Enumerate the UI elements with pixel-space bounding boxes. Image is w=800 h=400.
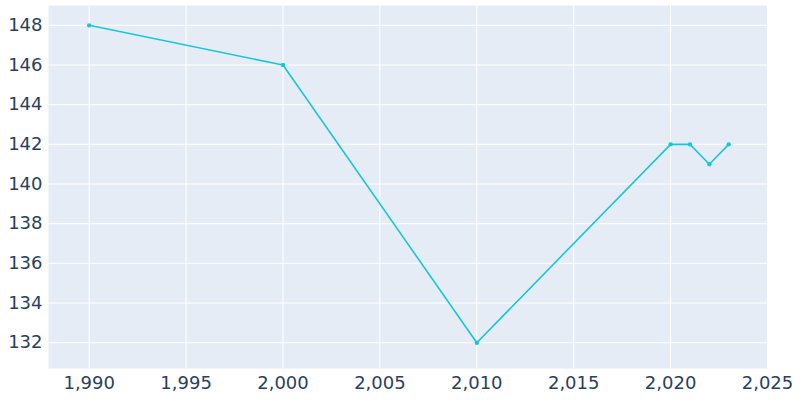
svg-text:2,010: 2,010 <box>451 372 503 393</box>
svg-text:144: 144 <box>8 93 42 114</box>
svg-text:142: 142 <box>8 133 42 154</box>
svg-text:132: 132 <box>8 331 42 352</box>
svg-text:2,025: 2,025 <box>742 372 794 393</box>
svg-text:138: 138 <box>8 212 42 233</box>
svg-text:148: 148 <box>8 14 42 35</box>
svg-text:2,015: 2,015 <box>548 372 600 393</box>
svg-text:146: 146 <box>8 54 42 75</box>
svg-text:134: 134 <box>8 292 42 313</box>
svg-text:2,005: 2,005 <box>354 372 406 393</box>
svg-text:2,020: 2,020 <box>645 372 697 393</box>
svg-text:136: 136 <box>8 252 42 273</box>
svg-text:2,000: 2,000 <box>257 372 309 393</box>
svg-text:1,990: 1,990 <box>63 372 115 393</box>
svg-text:140: 140 <box>8 173 42 194</box>
svg-text:1,995: 1,995 <box>160 372 212 393</box>
